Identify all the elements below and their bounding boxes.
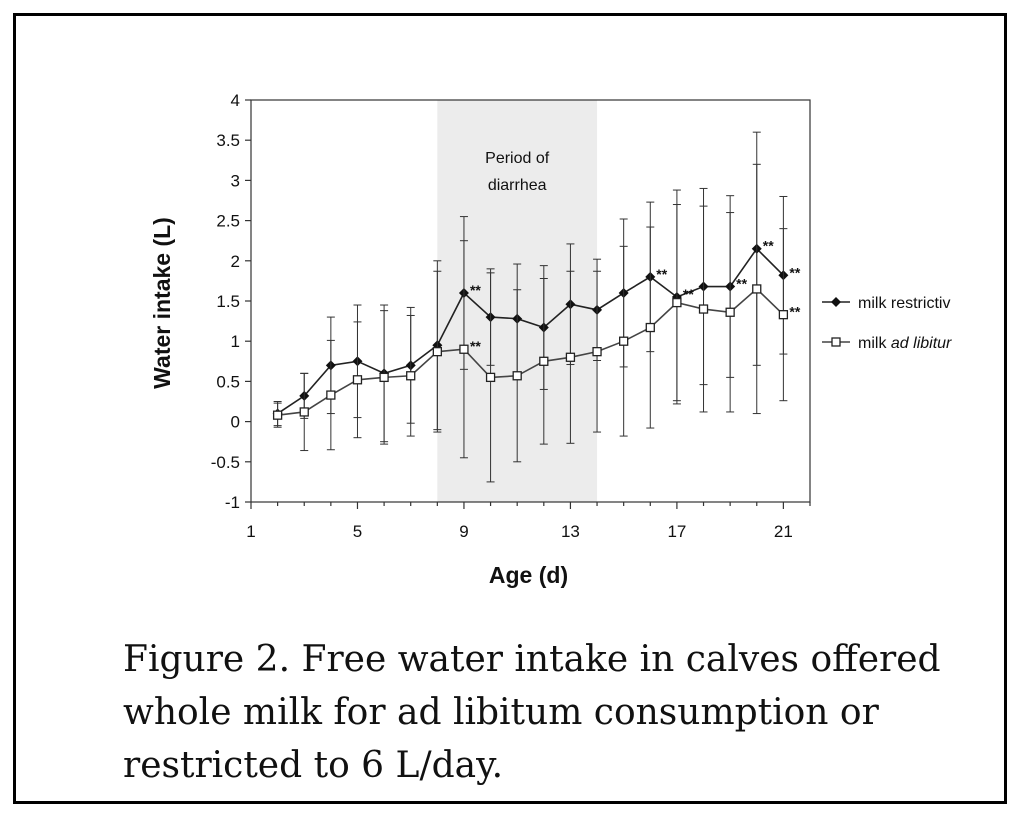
y-tick-label: 3 (231, 171, 240, 190)
data-point (326, 390, 336, 400)
y-axis-title: Water intake (L) (149, 217, 175, 389)
labels-layer: Period of diarrhea Age (d) Water intake (L)… (149, 150, 1004, 588)
data-point (592, 347, 602, 357)
significance-marker: ** (683, 286, 694, 302)
y-tick-label: 4 (231, 91, 240, 110)
series-milk-ad-libitum (272, 163, 789, 483)
x-tick-label: 21 (774, 522, 793, 541)
significance-marker: ** (736, 276, 747, 292)
figure-caption: Figure 2. Free water intake in calves of… (123, 639, 941, 786)
data-point (379, 372, 389, 383)
axes-layer: 4 3.5 3 2.5 2 1.5 1 0.5 0 -0.5 -1 1 5 9 13 17 21 (211, 91, 811, 541)
data-point (725, 307, 735, 317)
data-point (299, 407, 309, 417)
significance-marker: ** (789, 304, 800, 320)
legend-marker-restrictive (831, 297, 841, 307)
y-tick-label: -1 (225, 493, 240, 512)
legend-clip-mask (984, 280, 1004, 370)
x-tick-label: 1 (246, 522, 255, 541)
data-point (432, 347, 442, 357)
y-tick-label: 0 (231, 413, 240, 432)
data-point (645, 322, 655, 333)
data-point (459, 344, 469, 354)
legend-label-restrictive: milk restrictiv (858, 295, 950, 312)
series-line (277, 247, 784, 415)
significance-marker: ** (470, 282, 481, 298)
data-point (406, 371, 416, 381)
data-point (512, 371, 522, 381)
data-point (352, 375, 363, 385)
legend-label-ad-libitum: milk ad libitur (858, 335, 952, 352)
significance-marker: ** (656, 266, 667, 282)
y-tick-label: -0.5 (211, 453, 240, 472)
shaded-region-label-line2: diarrhea (488, 177, 547, 194)
y-tick-label: 1.5 (216, 292, 240, 311)
y-tick-label: 2 (231, 252, 240, 271)
data-point (619, 336, 629, 346)
x-tick-label: 13 (561, 522, 580, 541)
data-point (565, 352, 576, 362)
y-tick-label: 3.5 (216, 131, 240, 150)
data-point (778, 310, 789, 320)
data-point (672, 297, 682, 308)
data-point (752, 284, 762, 294)
significance-marker: ** (763, 238, 774, 254)
legend-marker-ad-libitum (831, 337, 841, 347)
x-tick-label: 17 (667, 522, 686, 541)
x-tick-label: 9 (459, 522, 468, 541)
legend: milk restrictiv milk ad libitur (822, 295, 952, 352)
significance-marker: ** (470, 338, 481, 354)
y-tick-label: 2.5 (216, 212, 240, 231)
x-axis-title: Age (d) (489, 562, 568, 588)
y-tick-label: 0.5 (216, 372, 240, 391)
data-point (485, 372, 496, 383)
shaded-region-label-line1: Period of (485, 150, 550, 167)
series-layer (272, 131, 789, 483)
significance-marker: ** (789, 264, 800, 280)
data-point (698, 304, 709, 314)
y-tick-label: 1 (231, 332, 240, 351)
data-point (272, 410, 283, 420)
data-point (539, 356, 549, 366)
x-tick-label: 5 (353, 522, 362, 541)
